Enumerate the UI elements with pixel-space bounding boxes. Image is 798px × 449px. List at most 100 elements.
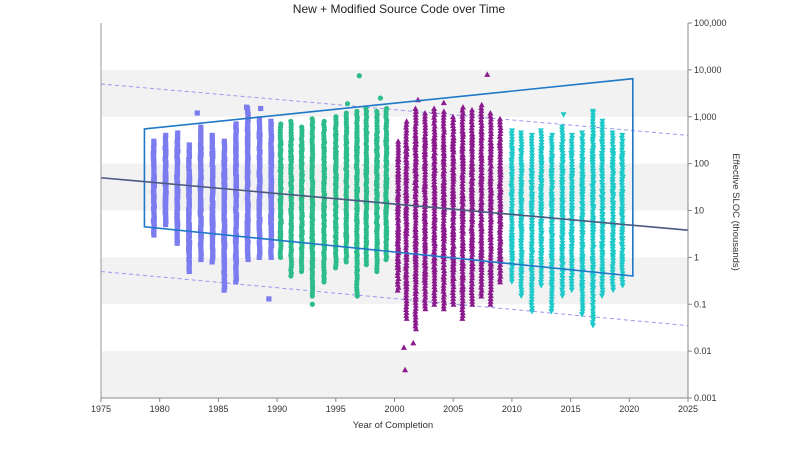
data-point-triangle-up xyxy=(412,269,419,276)
data-point-triangle-down xyxy=(599,142,606,148)
data-point-square xyxy=(209,238,216,244)
data-point-square xyxy=(174,229,180,235)
data-point-triangle-down xyxy=(579,197,586,204)
data-point-triangle-down xyxy=(538,268,545,274)
data-point-triangle-up xyxy=(421,118,428,125)
data-point-triangle-up xyxy=(403,303,410,310)
data-point-triangle-up xyxy=(395,141,402,147)
trend-line xyxy=(100,176,689,231)
data-point-square xyxy=(162,138,169,144)
data-point-triangle-up xyxy=(478,172,485,178)
data-point-square xyxy=(151,162,157,168)
data-point-triangle-up xyxy=(431,181,438,187)
data-point-triangle-up xyxy=(412,267,419,273)
data-point-triangle-up xyxy=(459,268,466,274)
data-point-triangle-down xyxy=(568,205,575,212)
data-point-square xyxy=(209,132,215,139)
data-point-square xyxy=(174,234,180,241)
data-point-triangle-up xyxy=(403,188,410,195)
data-point-triangle-down xyxy=(538,256,545,263)
data-point-square xyxy=(210,182,216,189)
data-point-triangle-down xyxy=(619,268,626,274)
data-point-square xyxy=(245,201,251,207)
data-point-triangle-down xyxy=(568,232,575,238)
data-point-triangle-up xyxy=(422,168,429,174)
data-point-triangle-down xyxy=(559,209,566,215)
data-point-triangle-down xyxy=(528,241,535,248)
data-point-triangle-up xyxy=(459,253,466,260)
data-point-triangle-down xyxy=(598,165,605,171)
data-point-triangle-up xyxy=(469,280,476,287)
data-point-triangle-down xyxy=(548,135,555,142)
data-point-square xyxy=(244,120,251,126)
data-point-triangle-up xyxy=(496,270,503,276)
data-point-triangle-up xyxy=(412,108,419,114)
data-point-square xyxy=(186,198,192,204)
data-point-square xyxy=(174,202,180,209)
data-point-triangle-down xyxy=(529,185,536,192)
data-point-square xyxy=(256,116,263,122)
data-point-triangle-up xyxy=(412,319,419,326)
data-point-square xyxy=(151,223,157,229)
data-point-square xyxy=(221,278,228,284)
data-point-triangle-down xyxy=(518,258,525,265)
data-point-triangle-down xyxy=(508,131,515,137)
data-point-triangle-up xyxy=(422,305,429,312)
data-point-square xyxy=(256,216,263,222)
data-point-triangle-down xyxy=(610,258,617,265)
data-point-square xyxy=(198,124,204,130)
data-point-triangle-up xyxy=(403,218,410,224)
data-point-triangle-up xyxy=(412,123,419,129)
data-point-triangle-down xyxy=(578,241,585,248)
data-point-triangle-up xyxy=(478,213,485,220)
data-point-square xyxy=(151,211,157,218)
data-point-triangle-up xyxy=(487,171,494,178)
data-point-triangle-up xyxy=(422,282,429,288)
data-point-triangle-up xyxy=(431,231,438,237)
data-point-triangle-up xyxy=(487,115,494,122)
data-point-triangle-up xyxy=(450,213,457,219)
data-point-triangle-down xyxy=(508,171,515,178)
data-point-square xyxy=(209,244,216,250)
data-point-triangle-down xyxy=(559,127,566,134)
data-point-square xyxy=(209,212,215,218)
data-point-triangle-up xyxy=(422,291,429,297)
data-point-square xyxy=(256,119,262,125)
data-point-square xyxy=(256,195,263,202)
data-point-triangle-up xyxy=(469,233,476,240)
data-point-triangle-down xyxy=(548,291,555,297)
data-point-triangle-down xyxy=(590,244,597,250)
data-point-triangle-down xyxy=(559,133,566,139)
data-point-square xyxy=(221,188,228,194)
data-point-triangle-down xyxy=(559,153,566,160)
data-point-triangle-down xyxy=(618,265,625,271)
data-point-triangle-down xyxy=(609,206,616,212)
data-point-square xyxy=(175,136,181,142)
data-point-triangle-up xyxy=(431,193,438,199)
data-point-triangle-up xyxy=(395,182,402,188)
data-point-square xyxy=(256,254,262,260)
data-point-triangle-down xyxy=(579,148,586,154)
data-point-triangle-down xyxy=(559,249,566,256)
data-point-square xyxy=(209,194,215,200)
data-point-triangle-down xyxy=(559,124,566,131)
data-point-triangle-up xyxy=(431,128,438,135)
data-point-triangle-down xyxy=(568,132,575,139)
data-point-square xyxy=(221,208,228,214)
data-point-triangle-down xyxy=(529,200,536,206)
data-point-square xyxy=(221,156,227,162)
data-point-triangle-up xyxy=(487,221,494,228)
data-point-triangle-up xyxy=(478,163,485,170)
data-point-square xyxy=(198,215,204,221)
data-point-square xyxy=(163,132,169,139)
data-point-triangle-down xyxy=(528,203,535,209)
data-point-triangle-down xyxy=(568,284,575,291)
data-point-triangle-down xyxy=(528,138,535,145)
data-point-triangle-up xyxy=(440,294,447,300)
data-point-triangle-up xyxy=(488,162,495,169)
data-point-triangle-up xyxy=(440,164,447,170)
data-point-square xyxy=(256,213,262,219)
data-point-triangle-up xyxy=(450,292,457,298)
data-point-triangle-down xyxy=(528,162,535,168)
data-point-triangle-up xyxy=(403,312,410,318)
